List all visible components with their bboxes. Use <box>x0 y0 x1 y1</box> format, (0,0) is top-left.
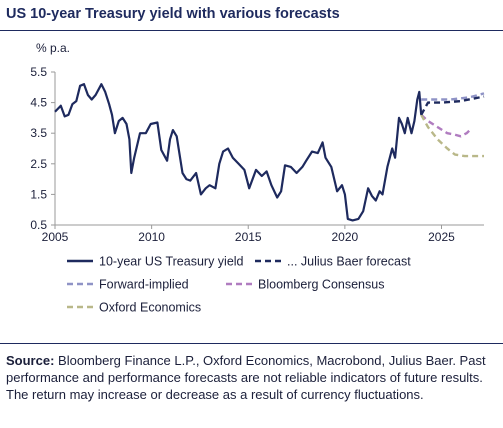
series-line-2 <box>421 92 485 101</box>
title-rule <box>0 30 503 31</box>
x-tick-label: 2010 <box>138 230 165 244</box>
y-tick-label: 3.5 <box>30 126 47 140</box>
y-tick-label: 4.5 <box>30 96 47 110</box>
x-tick-label: 2025 <box>428 230 455 244</box>
x-axis: 2005 2010 2015 2020 2025 <box>42 224 484 244</box>
x-tick-label: 2020 <box>332 230 359 244</box>
y-tick-label: 0.5 <box>30 218 47 232</box>
y-axis: 5.5 4.5 3.5 2.5 1.5 0.5 <box>30 65 56 232</box>
chart-title: US 10-year Treasury yield with various f… <box>6 6 340 22</box>
legend-label-4: Oxford Economics <box>99 301 201 315</box>
y-tick-label: 5.5 <box>30 65 47 79</box>
legend: 10-year US Treasury yield ... Julius Baer… <box>67 255 411 315</box>
series-line-4 <box>420 114 484 158</box>
y-axis-label: % p.a. <box>36 41 70 55</box>
plot-area <box>54 83 485 222</box>
series-line-3 <box>420 113 473 138</box>
legend-label-2: Forward-implied <box>99 278 189 292</box>
source-label: Source: <box>6 353 55 368</box>
source-note: Source: Bloomberg Finance L.P., Oxford E… <box>6 352 498 403</box>
x-tick-label: 2015 <box>235 230 262 244</box>
y-tick-label: 1.5 <box>30 187 47 201</box>
legend-label-3: Bloomberg Consensus <box>258 278 384 292</box>
source-rule <box>0 343 503 344</box>
source-text: Bloomberg Finance L.P., Oxford Economics… <box>6 353 486 402</box>
legend-label-0: 10-year US Treasury yield <box>99 255 244 269</box>
series-line-0 <box>54 83 423 222</box>
line-chart: % p.a. 5.54.53.52.51.50.5 2005 2010 2015 20… <box>30 41 485 315</box>
series-line-1 <box>420 95 485 116</box>
x-tick-label: 2005 <box>42 230 69 244</box>
y-tick-label: 2.5 <box>30 157 47 171</box>
legend-label-1: ... Julius Baer forecast <box>287 255 411 269</box>
